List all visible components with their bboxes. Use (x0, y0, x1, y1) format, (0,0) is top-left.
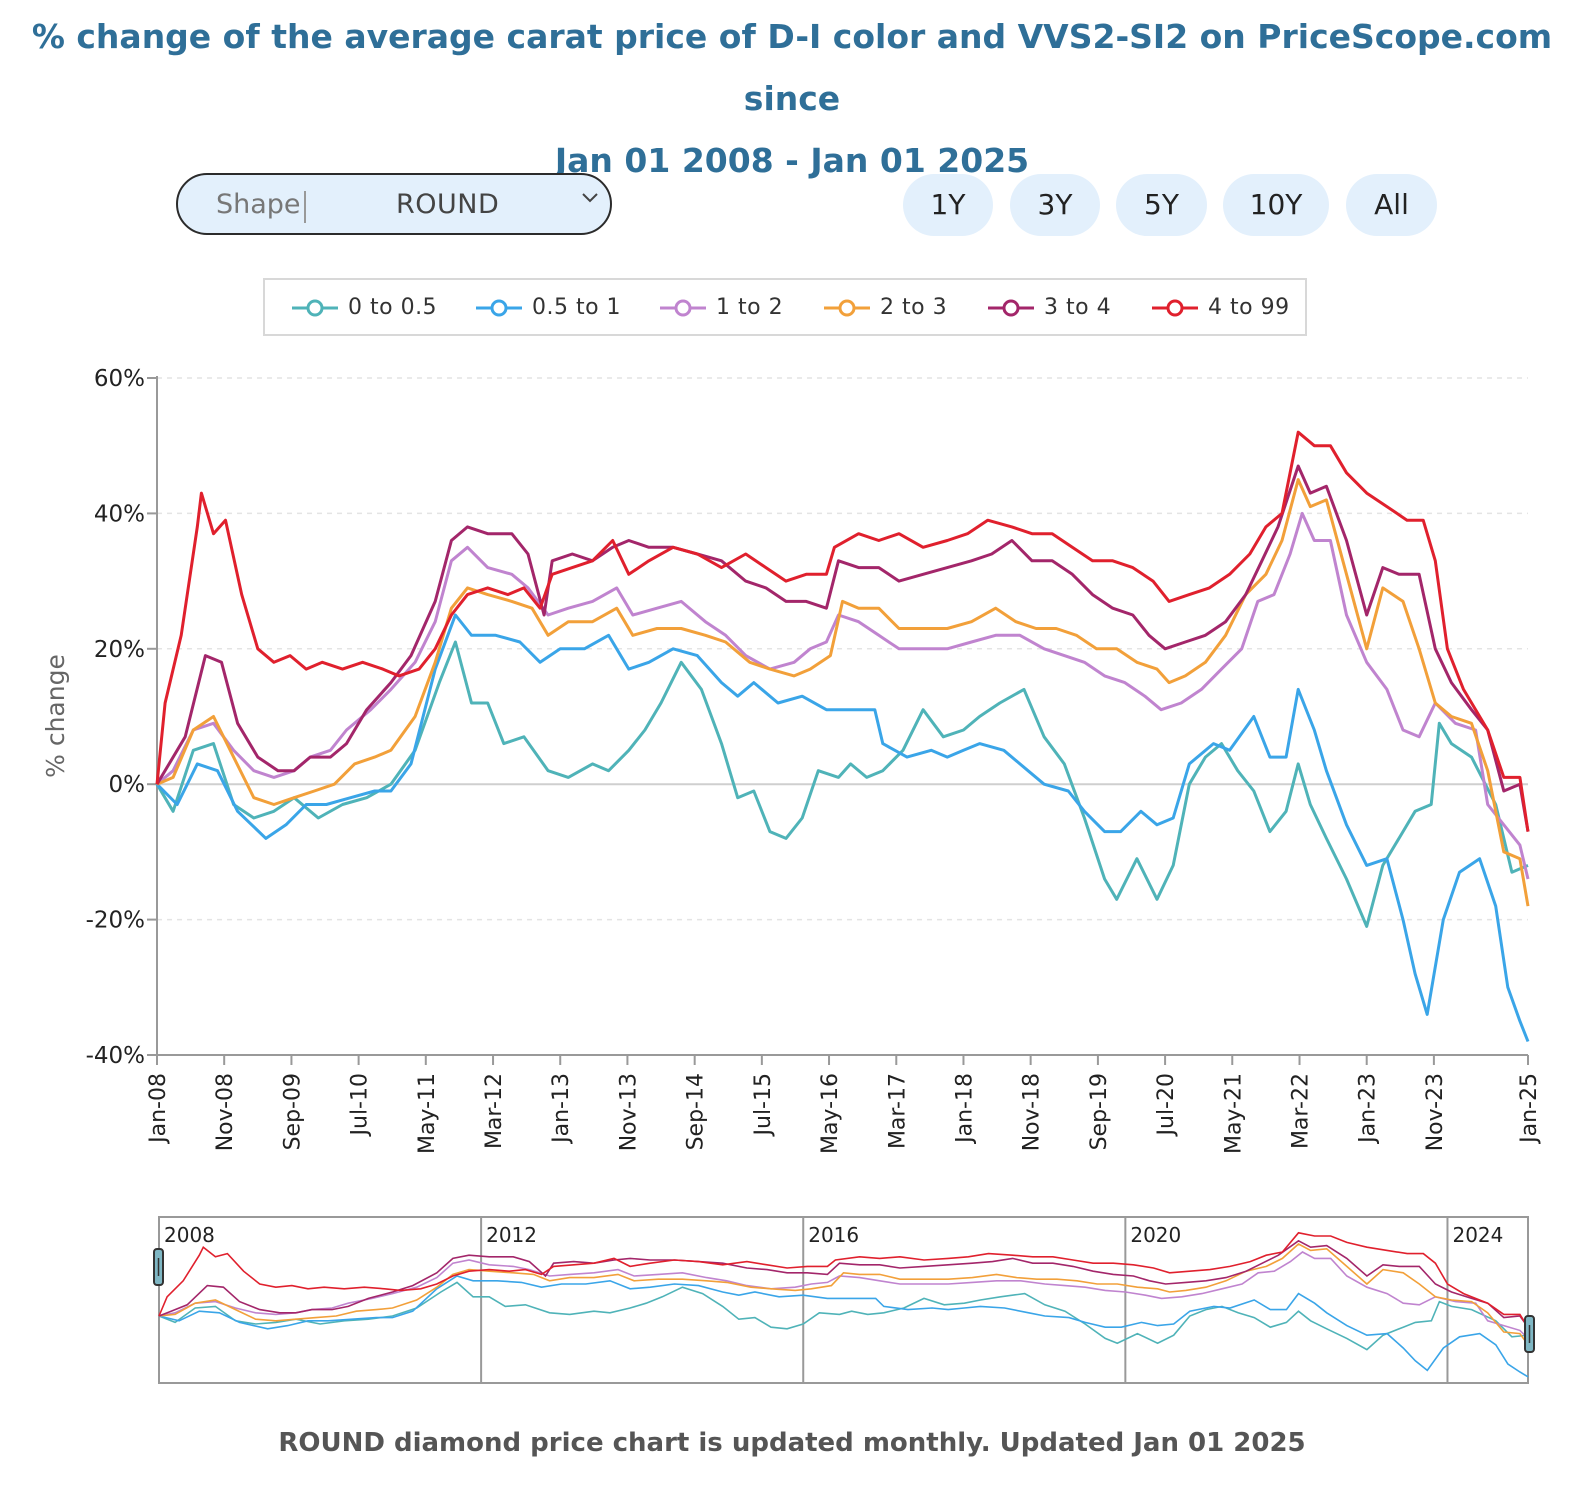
y-tick-label: 60% (94, 366, 145, 392)
range-button-5y[interactable]: 5Y (1116, 174, 1207, 236)
series-line-3-to-4[interactable] (155, 464, 1530, 832)
x-tick-label: Nov-13 (616, 1073, 641, 1151)
navigator-year-label: 2008 (164, 1223, 215, 1247)
chart-title-line2: Jan 01 2008 - Jan 01 2025 (554, 141, 1030, 180)
legend-label: 0.5 to 1 (532, 295, 622, 320)
x-tick-label: Jul-20 (1154, 1073, 1179, 1137)
x-tick-label: Sep-09 (280, 1073, 305, 1150)
y-tick-labels: -40% -20% 0% 20% 40% 60% (86, 366, 157, 1069)
legend-label: 3 to 4 (1044, 295, 1112, 320)
x-tick-label: Sep-19 (1087, 1073, 1112, 1150)
navigator-handle-left[interactable] (153, 1248, 164, 1286)
navigator-series (158, 1231, 1529, 1378)
legend-marker-icon (476, 299, 522, 317)
x-tick-label: Sep-14 (684, 1073, 709, 1150)
y-axis-label: % change (41, 654, 70, 778)
legend-marker-icon (988, 299, 1034, 317)
x-tick-label: Nov-08 (213, 1073, 238, 1151)
x-tick-label: Nov-18 (1020, 1073, 1045, 1151)
navigator-line-3-to-4 (158, 1239, 1529, 1328)
navigator-handle-right[interactable] (1524, 1315, 1535, 1353)
x-tick-label: Mar-12 (482, 1073, 507, 1149)
range-button-3y[interactable]: 3Y (1010, 174, 1100, 236)
x-tick-label: Jan-18 (952, 1073, 977, 1145)
chevron-down-icon (580, 187, 600, 213)
x-tick-label: Jan-08 (146, 1073, 171, 1145)
range-button-10y[interactable]: 10Y (1223, 174, 1329, 236)
x-tick-label: Jul-10 (348, 1073, 373, 1137)
series-lines (155, 430, 1530, 1043)
navigator-line-0-to-0-5 (158, 1281, 1529, 1351)
legend-marker-icon (824, 299, 870, 317)
footer-note: ROUND diamond price chart is updated mon… (278, 1428, 1306, 1458)
legend-label: 1 to 2 (716, 295, 784, 320)
navigator-chart[interactable]: 2008 2012 2016 2020 2024 (0, 1205, 1584, 1395)
y-tick-label: 0% (109, 772, 146, 798)
legend-marker-icon (292, 299, 338, 317)
navigator-year-label: 2012 (486, 1223, 537, 1247)
x-tick-labels: Jan-08 Nov-08 Sep-09 Jul-10 May-11 Mar-12 Jan-… (146, 1055, 1542, 1154)
series-line-0-to-0-5[interactable] (155, 640, 1529, 928)
legend-marker-icon (1152, 299, 1198, 317)
legend-label: 2 to 3 (880, 295, 948, 320)
navigator-year-label: 2024 (1452, 1223, 1503, 1247)
y-tick-label: -40% (86, 1043, 145, 1069)
shape-select-value: ROUND (396, 189, 500, 220)
x-tick-label: Jan-25 (1517, 1073, 1542, 1145)
legend-label: 4 to 99 (1208, 295, 1290, 320)
chart-title: % change of the average carat price of D… (0, 6, 1584, 192)
navigator-line-0-5-to-1 (158, 1275, 1529, 1378)
main-chart[interactable]: -40% -20% 0% 20% 40% 60% Jan-08 Nov-08 Sep-09 Ju… (0, 350, 1584, 1180)
shape-select-label: Shape (216, 189, 301, 220)
legend-marker-icon (660, 299, 706, 317)
series-line-2-to-3[interactable] (156, 478, 1530, 907)
x-tick-label: Jan-23 (1356, 1073, 1381, 1145)
shape-select[interactable]: Shape ROUND (176, 173, 612, 235)
series-line-1-to-2[interactable] (156, 511, 1530, 880)
y-tick-label: 40% (94, 501, 145, 527)
x-tick-label: May-21 (1221, 1073, 1246, 1154)
navigator-year-label: 2016 (808, 1223, 859, 1247)
navigator-year-label: 2020 (1130, 1223, 1181, 1247)
series-line-4-to-99[interactable] (155, 430, 1530, 832)
navigator-line-2-to-3 (158, 1243, 1529, 1346)
y-tick-label: 20% (94, 637, 145, 663)
range-button-1y[interactable]: 1Y (903, 174, 993, 236)
chart-title-line1: % change of the average carat price of D… (31, 17, 1553, 118)
navigator-line-4-to-99 (158, 1231, 1529, 1328)
range-button-all[interactable]: All (1346, 174, 1437, 236)
x-tick-label: Jan-13 (549, 1073, 574, 1145)
navigator-line-1-to-2 (158, 1251, 1529, 1339)
x-tick-label: Mar-22 (1289, 1073, 1314, 1149)
x-tick-label: May-16 (818, 1073, 843, 1154)
x-tick-label: May-11 (415, 1073, 440, 1154)
y-tick-label: -20% (86, 908, 145, 934)
shape-select-divider (304, 191, 306, 223)
x-tick-label: Nov-23 (1423, 1073, 1448, 1151)
x-tick-label: Mar-17 (885, 1073, 910, 1149)
chart-legend: 0 to 0.5 0.5 to 1 1 to 2 2 to 3 3 to 4 4… (263, 278, 1307, 336)
legend-label: 0 to 0.5 (348, 295, 438, 320)
series-line-0-5-to-1[interactable] (155, 613, 1530, 1043)
x-tick-label: Jul-15 (751, 1073, 776, 1137)
